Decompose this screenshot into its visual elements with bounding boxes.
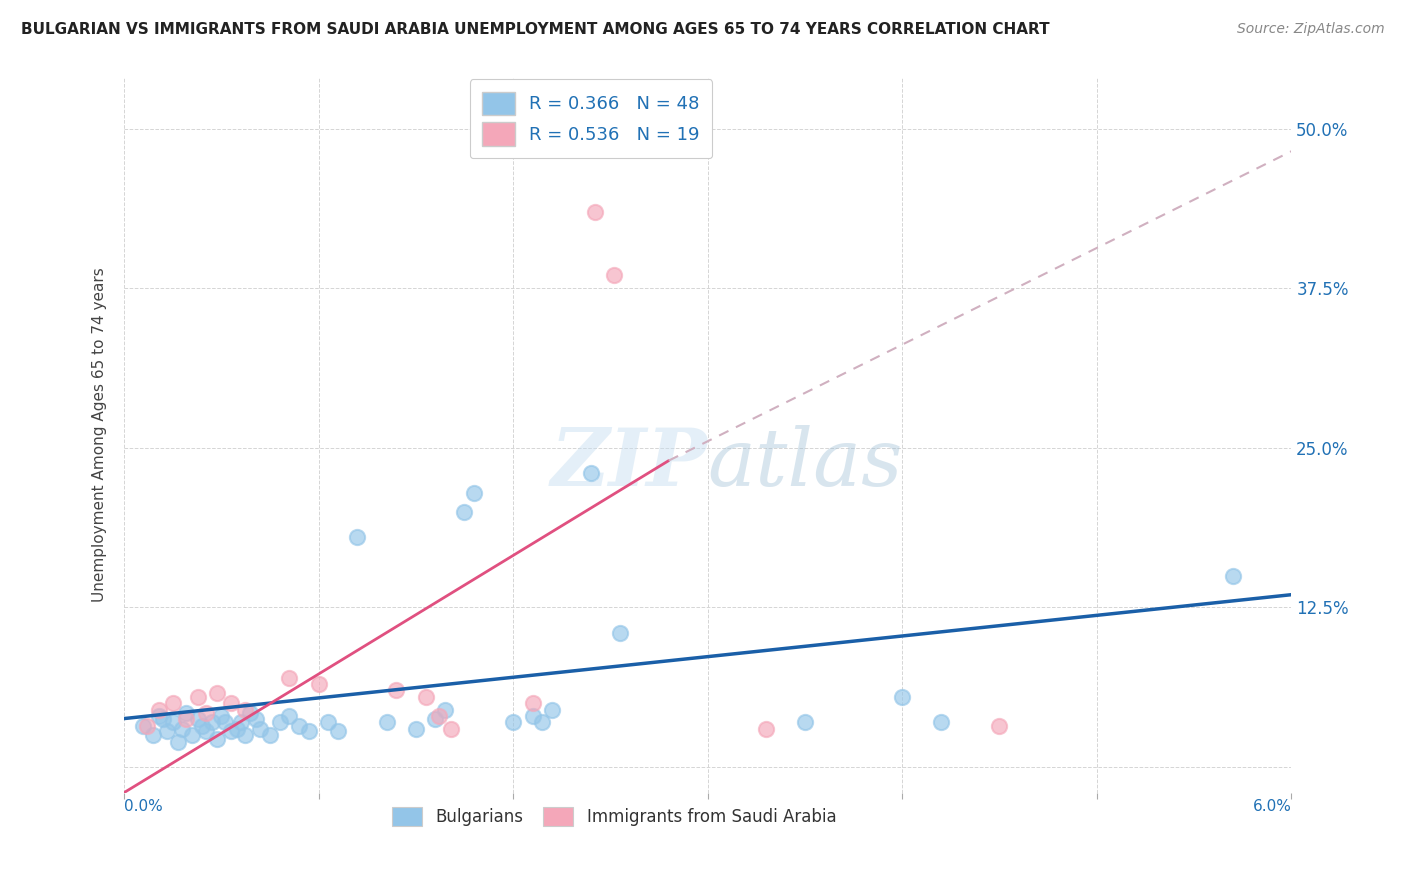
Point — [200, 715, 222, 730]
Point — [142, 728, 165, 742]
Point — [929, 715, 952, 730]
Point — [229, 715, 252, 730]
Text: BULGARIAN VS IMMIGRANTS FROM SAUDI ARABIA UNEMPLOYMENT AMONG AGES 65 TO 74 YEARS: BULGARIAN VS IMMIGRANTS FROM SAUDI ARABI… — [21, 22, 1050, 37]
Point — [405, 722, 427, 736]
Point — [162, 696, 184, 710]
Point — [167, 734, 190, 748]
Point — [522, 696, 544, 710]
Point — [269, 715, 291, 730]
Point — [541, 703, 564, 717]
Point — [209, 709, 232, 723]
Point — [531, 715, 554, 730]
Text: atlas: atlas — [707, 425, 903, 502]
Point — [425, 712, 447, 726]
Point — [148, 703, 170, 717]
Text: 6.0%: 6.0% — [1253, 799, 1291, 814]
Point — [219, 696, 242, 710]
Point — [385, 683, 408, 698]
Point — [233, 728, 256, 742]
Point — [174, 712, 197, 726]
Legend: Bulgarians, Immigrants from Saudi Arabia: Bulgarians, Immigrants from Saudi Arabia — [384, 798, 845, 834]
Point — [136, 719, 159, 733]
Y-axis label: Unemployment Among Ages 65 to 74 years: Unemployment Among Ages 65 to 74 years — [93, 268, 107, 602]
Point — [278, 671, 301, 685]
Point — [187, 712, 209, 726]
Point — [427, 709, 450, 723]
Point — [225, 722, 247, 736]
Point — [440, 722, 463, 736]
Point — [988, 719, 1011, 733]
Point — [162, 715, 184, 730]
Point — [326, 724, 349, 739]
Point — [583, 204, 606, 219]
Point — [603, 268, 626, 283]
Point — [233, 703, 256, 717]
Point — [132, 719, 155, 733]
Point — [755, 722, 778, 736]
Point — [316, 715, 339, 730]
Point — [172, 722, 194, 736]
Point — [194, 706, 217, 721]
Point — [187, 690, 209, 704]
Point — [609, 626, 631, 640]
Point — [794, 715, 817, 730]
Point — [346, 530, 368, 544]
Point — [207, 686, 229, 700]
Text: ZIP: ZIP — [551, 425, 707, 502]
Point — [259, 728, 281, 742]
Point — [288, 719, 311, 733]
Point — [308, 677, 330, 691]
Point — [152, 712, 174, 726]
Point — [415, 690, 437, 704]
Point — [239, 706, 262, 721]
Point — [207, 731, 229, 746]
Point — [245, 712, 267, 726]
Point — [214, 715, 236, 730]
Point — [181, 728, 204, 742]
Point — [174, 706, 197, 721]
Text: 0.0%: 0.0% — [124, 799, 163, 814]
Point — [148, 709, 170, 723]
Point — [194, 724, 217, 739]
Point — [375, 715, 398, 730]
Point — [156, 724, 179, 739]
Point — [298, 724, 321, 739]
Point — [453, 505, 475, 519]
Point — [522, 709, 544, 723]
Text: Source: ZipAtlas.com: Source: ZipAtlas.com — [1237, 22, 1385, 37]
Point — [434, 703, 457, 717]
Point — [278, 709, 301, 723]
Point — [249, 722, 271, 736]
Point — [463, 485, 485, 500]
Point — [579, 467, 602, 481]
Point — [1222, 568, 1244, 582]
Point — [502, 715, 524, 730]
Point — [191, 719, 214, 733]
Point — [891, 690, 914, 704]
Point — [219, 724, 242, 739]
